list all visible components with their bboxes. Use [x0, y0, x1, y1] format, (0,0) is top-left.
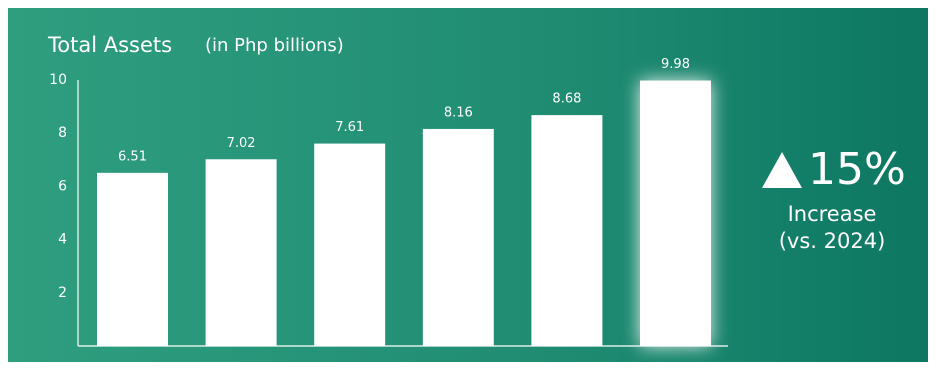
bar: [205, 159, 277, 346]
value-label: 7.61: [335, 120, 364, 135]
change-value: 15%: [808, 144, 906, 195]
y-tick-label: 2: [58, 285, 67, 301]
chart-subtitle: (in Php billions): [205, 35, 344, 56]
value-label: 8.16: [444, 105, 473, 120]
change-label: Increase: [788, 202, 877, 226]
bar: [97, 172, 168, 346]
value-label: 7.02: [227, 136, 256, 151]
value-label: 8.68: [552, 92, 581, 107]
y-tick-label: 4: [58, 232, 67, 248]
bar: [422, 128, 494, 346]
y-tick-label: 10: [49, 72, 67, 88]
value-label: 6.51: [118, 149, 147, 164]
change-note: (vs. 2024): [779, 229, 886, 253]
up-arrow: [762, 152, 802, 188]
bar: [640, 80, 711, 347]
value-label: 9.98: [661, 57, 690, 72]
bar: [314, 143, 386, 346]
chart-title: Total Assets: [47, 33, 172, 57]
y-tick-label: 6: [58, 178, 67, 194]
bar: [531, 115, 603, 346]
y-tick-label: 8: [58, 125, 67, 141]
